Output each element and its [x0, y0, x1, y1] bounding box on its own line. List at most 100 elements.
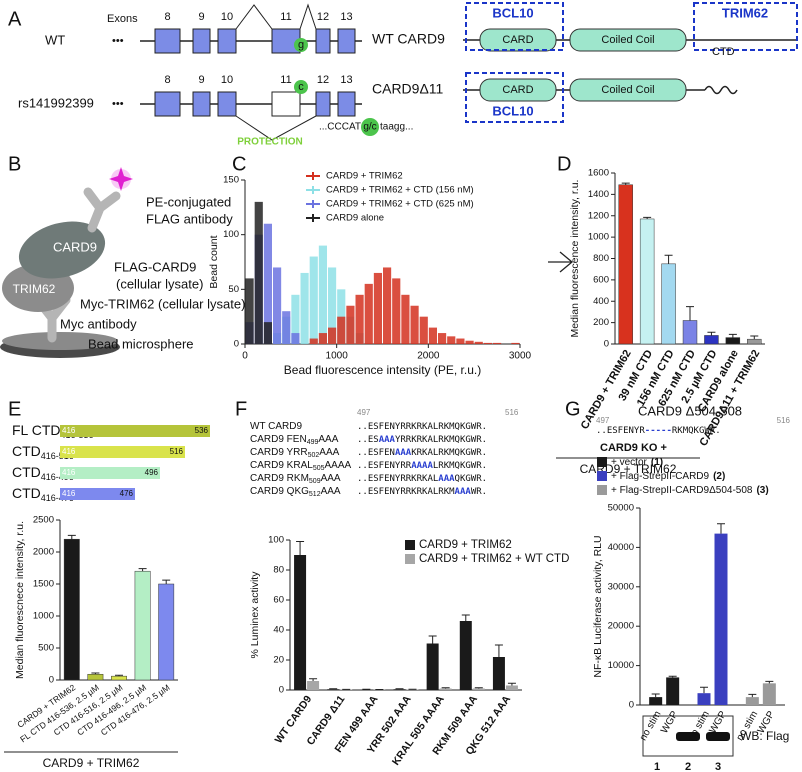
histogram-bar	[309, 256, 318, 344]
protein-label: CARD9	[53, 239, 97, 254]
legend-swatch	[405, 540, 415, 550]
error-bar	[309, 678, 318, 681]
text-part: + Flag-StrepII-CARD9	[611, 471, 710, 482]
protein-name: WT CARD9	[372, 31, 445, 47]
text-part: ..ESFENYRR	[357, 461, 412, 471]
histogram-bar	[328, 267, 337, 344]
bar	[134, 570, 151, 681]
text-part: CARD9 QKG	[250, 486, 309, 497]
text-part: AAA	[321, 486, 341, 497]
y-tick-label: 50	[228, 284, 239, 295]
sequence: taagg...	[380, 122, 413, 133]
exon-number: 9	[198, 74, 204, 86]
exon-number: 9	[198, 11, 204, 23]
y-tick-label: 10000	[608, 660, 634, 671]
histogram-bar	[254, 201, 263, 344]
row-seq: ..ESFENYRRAAAALRKMQKGWR.	[357, 461, 487, 471]
bar	[745, 697, 759, 705]
exon	[217, 28, 237, 54]
domain-label: CARD	[502, 34, 533, 46]
bar	[762, 683, 776, 705]
histogram-bar	[456, 338, 465, 344]
text-part: LRKMQKGWR.	[433, 461, 487, 471]
histogram-bar	[291, 294, 300, 344]
text-part: (3)	[756, 485, 768, 496]
exon-number: 10	[221, 74, 233, 86]
x-tick-label: 2000	[417, 351, 440, 362]
row-seq: ..ESFENYRRKRKALRKMAAAWR.	[357, 487, 487, 497]
histogram-bar	[282, 311, 291, 344]
cartoon-label: Bead microsphere	[88, 336, 194, 351]
histogram-bar	[392, 278, 401, 344]
exon-number: 13	[340, 74, 352, 86]
bar	[639, 218, 655, 345]
construct-end: 476	[120, 489, 134, 498]
coiled-coil-domain	[569, 28, 687, 52]
y-tick-label: 1600	[588, 168, 609, 179]
exon	[315, 28, 331, 54]
trim62-box	[693, 2, 798, 51]
y-tick-label: 20000	[608, 621, 634, 632]
coiled-coil-domain	[569, 78, 687, 102]
error-bar	[668, 675, 677, 678]
construct-bar	[60, 467, 160, 479]
truncation-wave	[704, 85, 738, 95]
cartoon-label: (cellular lysate)	[116, 276, 203, 291]
legend-label: CARD9 + TRIM62	[326, 171, 403, 182]
histogram-bar	[401, 294, 410, 344]
y-tick-label: 0	[234, 339, 239, 350]
row-name: WT CARD9	[250, 421, 302, 432]
text-part: 512	[309, 491, 321, 498]
bar	[426, 643, 439, 690]
bcl10-box	[465, 2, 564, 51]
allele: g	[298, 39, 304, 51]
text-part: AAA	[455, 487, 472, 497]
construct-name: CTD416-516	[12, 443, 74, 462]
panel-letter: E	[8, 398, 21, 420]
blot-label: WB: Flag	[740, 729, 789, 743]
domain-label: CARD	[502, 84, 533, 96]
error-bar	[765, 680, 774, 684]
bar	[439, 688, 452, 690]
exon	[192, 28, 211, 54]
exon-number: 11	[280, 74, 291, 86]
bead-top	[2, 332, 118, 350]
error-bar	[728, 333, 737, 338]
sequence-allele: g/c	[363, 122, 376, 133]
exons-label: Exons	[107, 13, 138, 25]
row-seq: ..ESAAAYRRKRKALRKMQKGWR.	[357, 435, 487, 445]
text-part: (1)	[651, 457, 663, 468]
construct-end: 516	[170, 447, 184, 456]
row-name: CARD9 YRR502AAA	[250, 447, 340, 460]
flag-antibody	[83, 187, 121, 233]
text-part: + vector	[611, 457, 648, 468]
text-part: 416-496	[41, 472, 74, 482]
histogram-bar	[309, 338, 318, 344]
y-tick-label: 1200	[588, 210, 609, 221]
text-part: WT CARD9	[250, 421, 302, 432]
exon-number: 8	[164, 74, 170, 86]
histogram-bar	[465, 340, 474, 344]
text-part: (2)	[713, 471, 725, 482]
histogram-bar	[483, 342, 492, 344]
error-bar	[686, 306, 694, 321]
legend-label: CARD9 + TRIM62 + CTD (156 nM)	[326, 185, 474, 196]
legend-swatch	[405, 554, 415, 564]
histogram-bar	[364, 283, 373, 344]
error-bar	[664, 254, 673, 264]
y-axis-label: Bead count	[208, 235, 220, 288]
exon-number: 12	[317, 74, 329, 86]
bar	[682, 320, 698, 345]
text-part: 499	[307, 439, 319, 446]
text-part: + Flag-StrepII-CARD9Δ504-508	[611, 485, 753, 496]
text-part: ..ESFEN	[357, 448, 395, 458]
histogram-bar	[493, 342, 502, 344]
x-tick-label: 0	[242, 351, 248, 362]
construct-end: 536	[195, 426, 209, 435]
error-bar	[67, 534, 76, 540]
bar	[505, 685, 518, 690]
text-part: AAA	[321, 473, 341, 484]
text-part: WR.	[471, 487, 487, 497]
bar	[63, 538, 80, 681]
construct-start: 416	[62, 468, 76, 477]
